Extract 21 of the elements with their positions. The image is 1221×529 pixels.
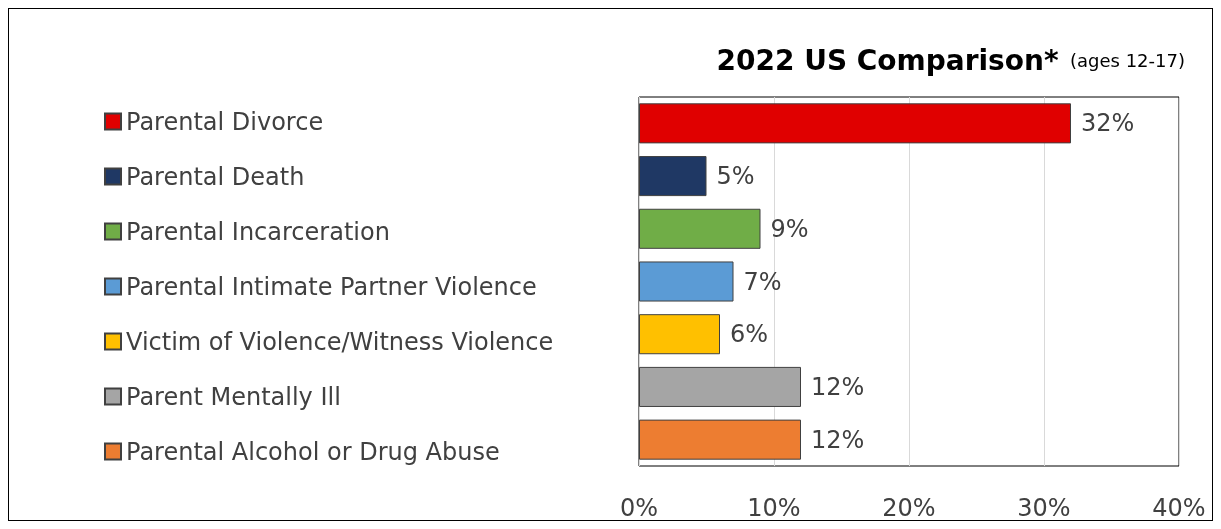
legend-label: Parent Mentally Ill [126, 382, 341, 411]
data-label: 5% [716, 162, 755, 191]
x-tick-label: 10% [747, 494, 801, 522]
legend-label: Parental Divorce [126, 107, 324, 136]
data-label: 6% [730, 320, 769, 349]
x-tick-label: 40% [1152, 494, 1206, 522]
data-label: 7% [743, 267, 782, 296]
chart-subtitle: (ages 12-17) [1058, 49, 1185, 71]
legend-label: Parental Death [126, 162, 305, 191]
chart-title: 2022 US Comparison* [716, 43, 1059, 77]
data-label: 12% [811, 372, 865, 401]
legend-label: Parental Incarceration [126, 217, 390, 246]
data-label: 9% [770, 214, 809, 243]
data-label: 12% [811, 425, 865, 454]
x-tick-label: 0% [619, 494, 659, 522]
x-tick-label: 20% [882, 494, 936, 522]
legend-label: Victim of Violence/Witness Violence [126, 327, 554, 356]
legend-label: Parental Alcohol or Drug Abuse [126, 437, 500, 466]
legend-label: Parental Intimate Partner Violence [126, 272, 537, 301]
x-tick-label: 30% [1017, 494, 1071, 522]
data-label: 32% [1081, 109, 1135, 138]
